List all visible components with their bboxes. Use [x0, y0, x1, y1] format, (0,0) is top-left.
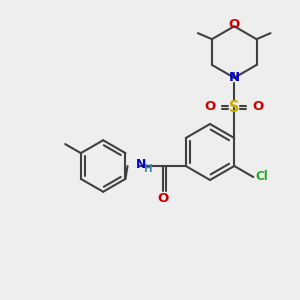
Text: S: S	[229, 100, 239, 115]
Text: O: O	[205, 100, 216, 113]
Text: N: N	[229, 71, 240, 84]
Text: Cl: Cl	[255, 170, 268, 184]
Text: O: O	[253, 100, 264, 113]
Text: N: N	[136, 158, 147, 170]
Text: H: H	[144, 164, 153, 174]
Text: O: O	[158, 192, 169, 205]
Text: O: O	[229, 18, 240, 31]
